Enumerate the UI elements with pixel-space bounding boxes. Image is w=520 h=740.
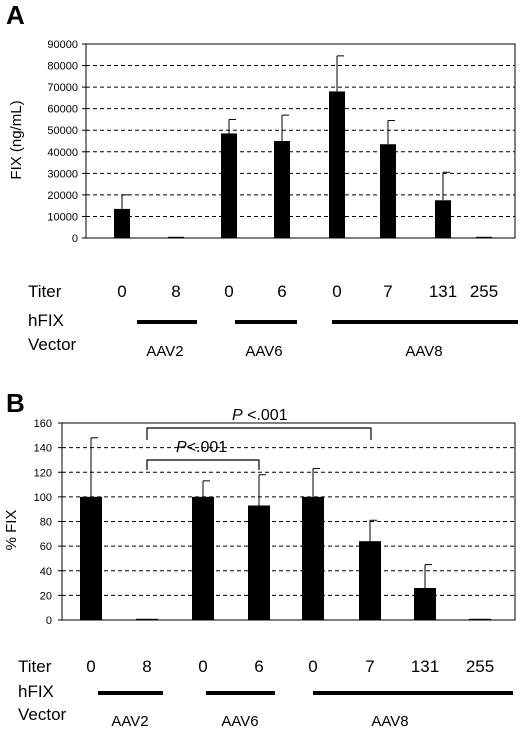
vector-row-label-line1: hFIX xyxy=(18,682,54,701)
y-tick-label: 0 xyxy=(72,233,78,245)
bar xyxy=(192,496,214,620)
y-tick-label: 100 xyxy=(34,492,52,504)
bar xyxy=(302,496,324,620)
vector-row-label-line1: hFIX xyxy=(28,311,64,330)
titer-value: 131 xyxy=(429,282,457,301)
significance-bracket-long xyxy=(146,427,372,440)
panel-b-annotations: P <.001 P<.001 xyxy=(146,407,372,470)
titer-value: 0 xyxy=(117,282,126,301)
y-tick-label: 10000 xyxy=(47,211,78,223)
titer-row-label: Titer xyxy=(28,282,62,301)
titer-row-label: Titer xyxy=(18,657,52,676)
vector-row-label-line2: Vector xyxy=(28,335,77,354)
y-tick-label: 60 xyxy=(40,541,52,553)
bar xyxy=(80,496,102,620)
panel-b-letter: B xyxy=(6,388,25,418)
plot-frame xyxy=(85,43,516,239)
y-tick-label: 160 xyxy=(34,418,52,430)
vector-label: AAV2 xyxy=(111,713,148,730)
panel-b-ylabel: % FIX xyxy=(3,510,20,551)
vector-label: AAV6 xyxy=(221,713,258,730)
bar xyxy=(380,144,396,238)
bar xyxy=(221,133,237,238)
y-tick-label: 20000 xyxy=(47,190,78,202)
y-tick-label: 140 xyxy=(34,443,52,455)
panel-a-letter: A xyxy=(6,0,25,30)
y-tick-label: 0 xyxy=(46,615,52,627)
panel-a-ylabel: FIX (ng/mL) xyxy=(8,100,25,179)
vector-label: AAV8 xyxy=(405,343,442,360)
bar xyxy=(274,141,290,238)
titer-value: 8 xyxy=(142,657,151,676)
y-tick-label: 90000 xyxy=(47,39,78,51)
bar xyxy=(476,236,492,238)
titer-value: 0 xyxy=(86,657,95,676)
p-value-long: P <.001 xyxy=(232,407,288,424)
titer-value: 255 xyxy=(466,657,494,676)
vector-label: AAV2 xyxy=(146,343,183,360)
bar xyxy=(114,208,130,238)
titer-value: 131 xyxy=(411,657,439,676)
bar xyxy=(359,541,381,620)
bar xyxy=(329,91,345,238)
y-tick-label: 80000 xyxy=(47,61,78,73)
titer-value: 7 xyxy=(383,282,392,301)
titer-value: 8 xyxy=(171,282,180,301)
bar xyxy=(414,587,436,620)
bar xyxy=(168,236,184,238)
titer-value: 7 xyxy=(365,657,374,676)
significance-bracket-short xyxy=(146,459,260,470)
titer-value: 0 xyxy=(308,657,317,676)
y-tick-label: 50000 xyxy=(47,125,78,137)
y-tick-label: 120 xyxy=(34,467,52,479)
bar xyxy=(435,200,451,238)
vector-row-label-line2: Vector xyxy=(18,705,67,724)
y-tick-label: 60000 xyxy=(47,104,78,116)
titer-value: 0 xyxy=(198,657,207,676)
bar xyxy=(136,618,158,620)
bar xyxy=(469,618,491,620)
y-tick-label: 40 xyxy=(40,566,52,578)
y-tick-label: 80 xyxy=(40,517,52,529)
bar xyxy=(248,505,270,620)
titer-value: 0 xyxy=(224,282,233,301)
y-tick-label: 70000 xyxy=(47,82,78,94)
vector-label: AAV6 xyxy=(245,343,282,360)
y-tick-label: 30000 xyxy=(47,168,78,180)
vector-label: AAV8 xyxy=(371,713,408,730)
titer-value: 0 xyxy=(332,282,341,301)
titer-value: 255 xyxy=(470,282,498,301)
panel-a-chart: 0100002000030000400005000060000700008000… xyxy=(28,39,518,360)
titer-value: 6 xyxy=(277,282,286,301)
titer-value: 6 xyxy=(254,657,263,676)
y-tick-label: 20 xyxy=(40,590,52,602)
y-tick-label: 40000 xyxy=(47,147,78,159)
